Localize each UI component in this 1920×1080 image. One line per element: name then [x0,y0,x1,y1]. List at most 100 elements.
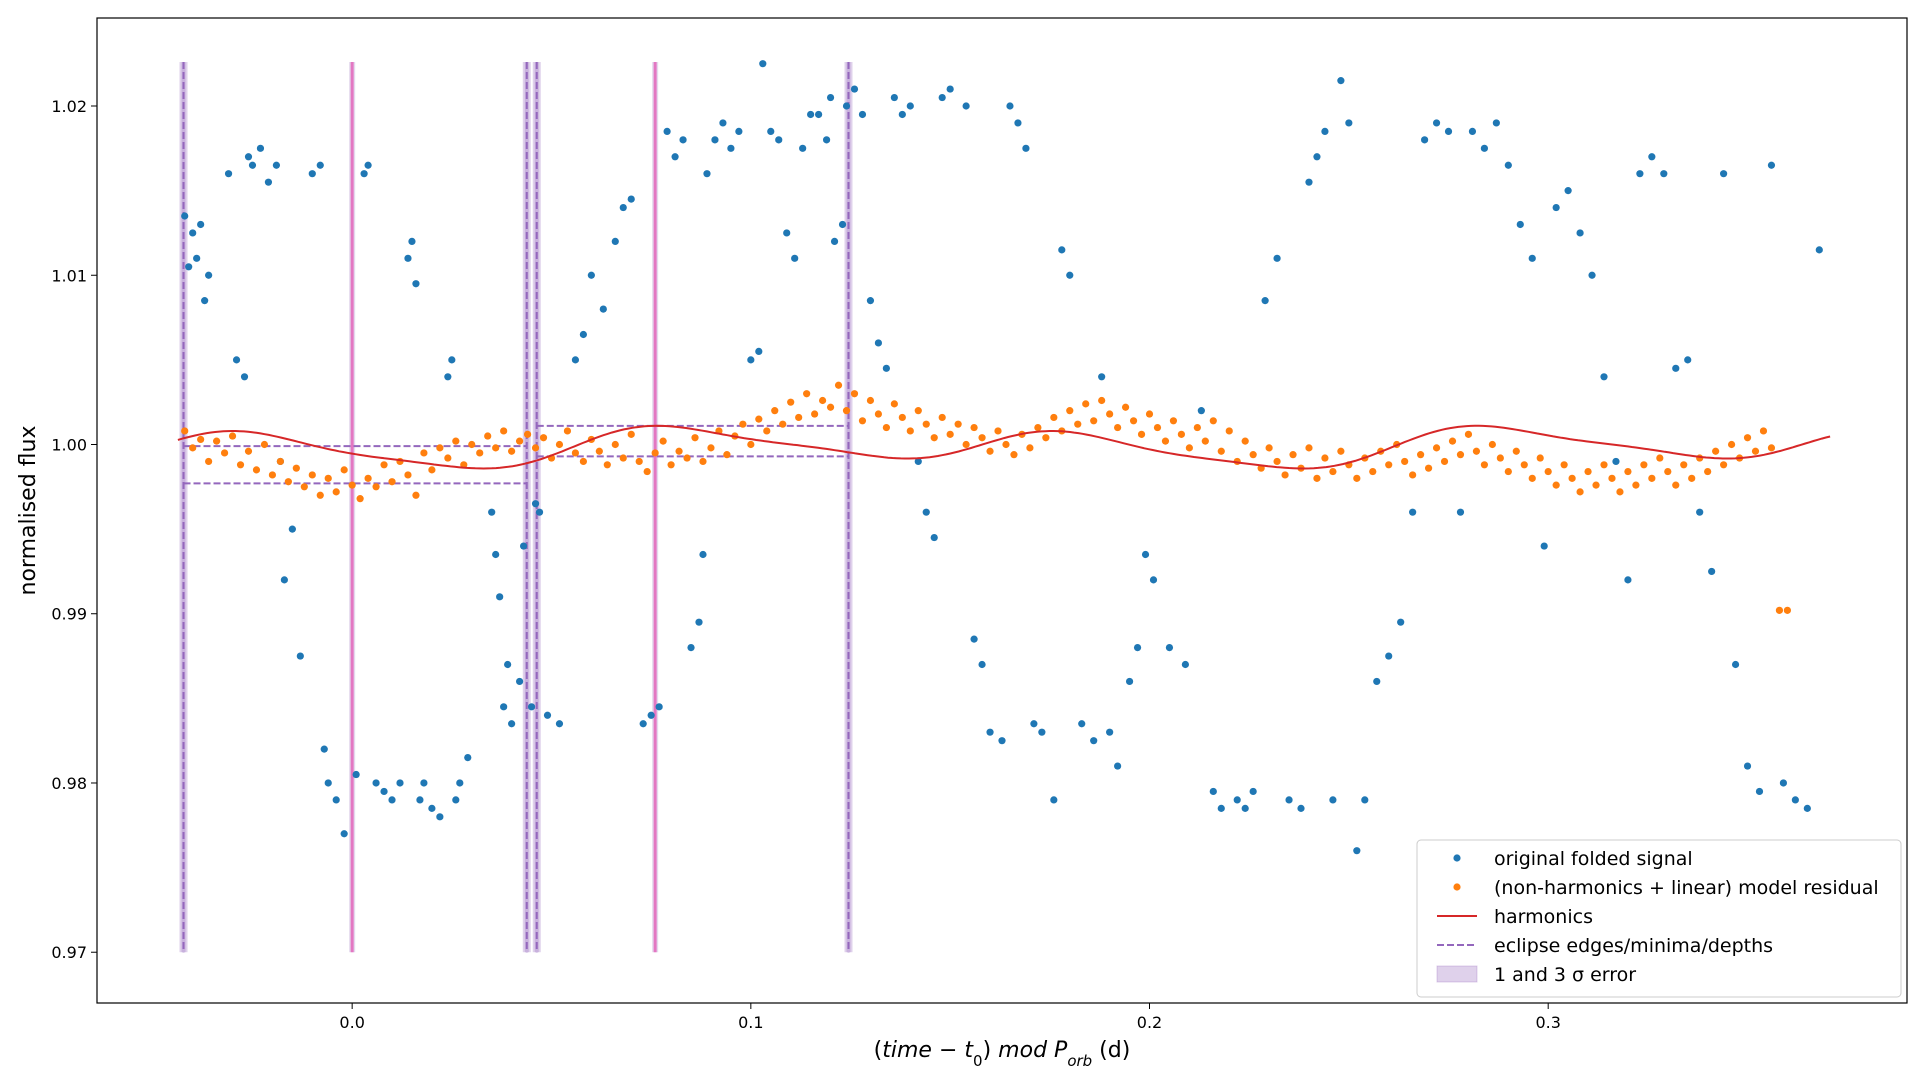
original-signal-point [938,93,946,102]
original-signal-point [1815,246,1823,254]
original-signal-point [655,703,663,711]
residual-point [1066,407,1074,415]
residual-point [348,481,356,489]
original-signal-point [189,229,197,237]
residual-point [563,427,572,435]
original-signal-point [1297,804,1305,812]
residual-point [236,461,245,469]
original-signal-point [1588,271,1596,279]
residual-point [1680,461,1688,469]
original-signal-point [372,779,380,787]
legend-marker-patch [1436,965,1478,983]
legend-label: (non-harmonics + linear) model residual [1494,877,1879,899]
residual-point [1161,437,1170,445]
residual-point [651,449,659,457]
original-signal-point [663,127,671,135]
residual-point [1520,461,1528,469]
residual-point [1727,440,1736,449]
residual-point [962,440,970,449]
residual-point [1664,467,1672,476]
original-signal-point [858,110,867,119]
original-signal-point [256,144,265,152]
residual-point [1313,474,1321,482]
residual-point [890,400,898,408]
original-signal-point [308,170,316,178]
original-signal-point [1273,254,1281,262]
residual-point [1401,457,1409,466]
residual-point [1305,444,1313,452]
original-signal-point [579,330,587,339]
original-signal-point [1337,77,1345,85]
y-axis-label: normalised flux [16,426,41,596]
original-signal-point [922,508,930,516]
original-signal-point [224,170,233,178]
residual-point [1353,474,1361,482]
original-signal-point [404,254,412,262]
residual-point [978,434,986,442]
axes-frame [96,17,1908,1004]
original-signal-point [488,508,496,516]
residual-point [1249,451,1257,459]
original-signal-point [320,745,328,753]
original-signal-point [492,550,500,559]
original-signal-point [767,127,775,135]
original-signal-point [181,212,189,220]
residual-point [826,403,835,411]
residual-point [787,398,795,406]
original-signal-point [1660,170,1668,178]
original-signal-point [978,660,986,669]
original-signal-point [946,85,954,93]
residual-point [795,413,803,422]
residual-point [1424,464,1433,472]
residual-point [292,464,300,472]
residual-point [946,430,954,438]
residual-point [850,390,859,398]
y-tick-label: 1.01 [51,266,87,285]
residual-point [452,437,460,445]
residual-point [994,427,1002,435]
residual-point [1417,451,1425,459]
residual-point [771,407,779,415]
harmonics-line [177,424,1831,470]
original-signal-point [1779,779,1788,787]
residual-point [970,423,978,432]
original-signal-point [679,136,687,144]
original-signal-point [1030,720,1038,728]
residual-point [364,474,372,482]
residual-point [484,432,492,440]
original-signal-point [695,618,703,626]
original-signal-point [783,229,791,237]
original-signal-point [898,110,906,119]
residual-point [1281,471,1289,479]
residual-point [1616,488,1624,496]
residual-point [1050,413,1058,422]
residual-point [866,396,875,405]
original-signal-point [1249,787,1257,796]
x-tick-label: 0.0 [339,1013,364,1032]
residual-point [276,457,284,466]
residual-point [1472,447,1481,455]
residual-point [1337,447,1345,455]
residual-point [332,488,340,496]
residual-point [1440,457,1449,466]
original-signal-point [735,127,743,135]
residual-point [595,447,603,455]
residual-point [906,427,914,435]
residual-point [1369,467,1377,476]
residual-point [1010,451,1018,459]
original-signal-point [364,161,372,169]
residual-point [1129,417,1138,425]
y-tick-label: 1.02 [51,97,87,116]
original-signal-point [1552,203,1560,212]
original-signal-point [962,102,970,110]
original-signal-point [296,652,304,660]
residual-point [858,417,867,425]
original-signal-point [1492,119,1500,127]
original-signal-point [1345,119,1353,127]
original-signal-point [1285,796,1293,804]
original-signal-point [699,550,707,559]
residual-point [723,451,731,459]
original-signal-point [1006,102,1014,110]
residual-point [818,396,827,405]
residual-point [500,427,508,435]
